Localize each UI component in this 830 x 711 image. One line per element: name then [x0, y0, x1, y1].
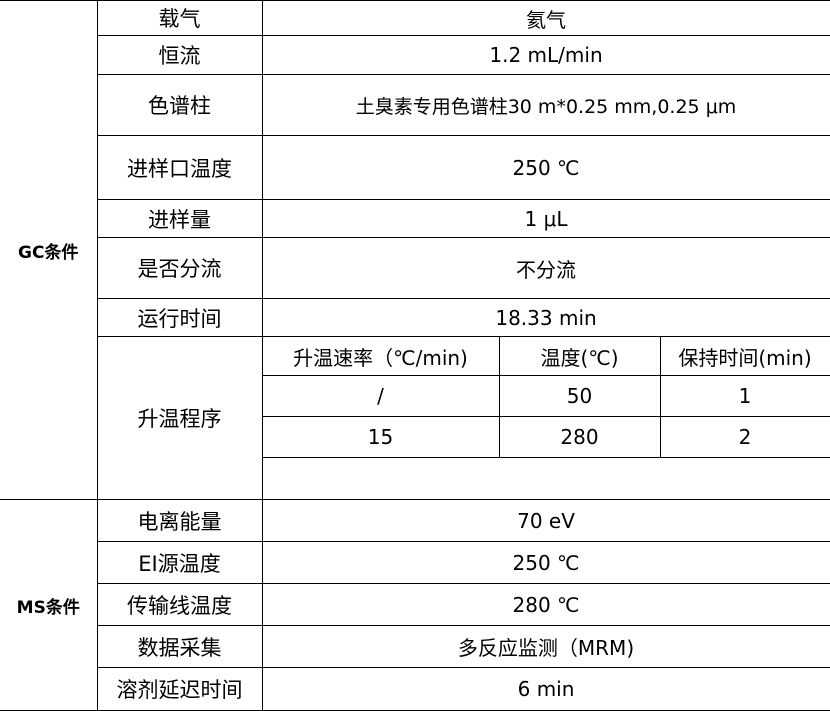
temp-program-label: 升温程序 — [96, 336, 263, 500]
temp-program-cell: 280 — [498, 416, 661, 458]
temp-program-cell: / — [261, 375, 500, 417]
row-value: 土臭素专用色谱柱30 m*0.25 mm,0.25 μm — [261, 74, 830, 136]
temp-program-cell: 15 — [261, 416, 500, 458]
table-row: 数据采集 多反应监测（MRM) — [0, 625, 830, 668]
empty-cell — [261, 457, 830, 500]
row-label: 进样口温度 — [96, 135, 263, 200]
temp-program-cell: 2 — [659, 416, 830, 458]
row-value: 不分流 — [261, 237, 830, 299]
ms-section-label: MS条件 — [0, 499, 98, 711]
table-row: MS条件 电离能量 70 eV — [0, 499, 830, 711]
temp-program-header: 升温速率（℃/min) — [261, 336, 500, 376]
row-label: 溶剂延迟时间 — [96, 667, 263, 711]
row-value: 1 μL — [261, 199, 830, 238]
row-label: 电离能量 — [96, 499, 263, 542]
table-row: 色谱柱 土臭素专用色谱柱30 m*0.25 mm,0.25 μm — [0, 74, 830, 136]
row-label: 数据采集 — [96, 625, 263, 668]
row-value: 18.33 min — [261, 298, 830, 337]
table-row: 运行时间 18.33 min — [0, 298, 830, 337]
row-label: EI源温度 — [96, 541, 263, 584]
table-row: GC条件 载气 氦气 — [0, 0, 830, 500]
row-label: 运行时间 — [96, 298, 263, 337]
gc-section-label: GC条件 — [0, 0, 98, 500]
row-value: 250 ℃ — [261, 541, 830, 584]
table-row: 进样口温度 250 ℃ — [0, 135, 830, 200]
row-value: 1.2 mL/min — [261, 35, 830, 75]
temp-program-header-row: 升温程序 升温速率（℃/min) 温度(℃) 保持时间(min) — [0, 336, 830, 500]
row-label: 载气 — [96, 0, 263, 36]
row-label: 传输线温度 — [96, 583, 263, 626]
temp-program-cell: 50 — [498, 375, 661, 417]
row-label: 恒流 — [96, 35, 263, 75]
row-label: 进样量 — [96, 199, 263, 238]
table-row: 是否分流 不分流 — [0, 237, 830, 299]
row-label: 是否分流 — [96, 237, 263, 299]
row-value: 6 min — [261, 667, 830, 711]
row-label: 色谱柱 — [96, 74, 263, 136]
table-row: 传输线温度 280 ℃ — [0, 583, 830, 626]
temp-program-header: 温度(℃) — [498, 336, 661, 376]
temp-program-row: 15 280 2 — [0, 416, 830, 458]
row-value: 多反应监测（MRM) — [261, 625, 830, 668]
temp-program-cell: 1 — [659, 375, 830, 417]
row-value: 70 eV — [261, 499, 830, 542]
row-value: 280 ℃ — [261, 583, 830, 626]
table-row: 进样量 1 μL — [0, 199, 830, 238]
temp-program-header: 保持时间(min) — [659, 336, 830, 376]
table-row: EI源温度 250 ℃ — [0, 541, 830, 584]
row-value: 250 ℃ — [261, 135, 830, 200]
table-row: 溶剂延迟时间 6 min — [0, 667, 830, 711]
table-row: 恒流 1.2 mL/min — [0, 35, 830, 75]
row-value: 氦气 — [261, 0, 830, 36]
